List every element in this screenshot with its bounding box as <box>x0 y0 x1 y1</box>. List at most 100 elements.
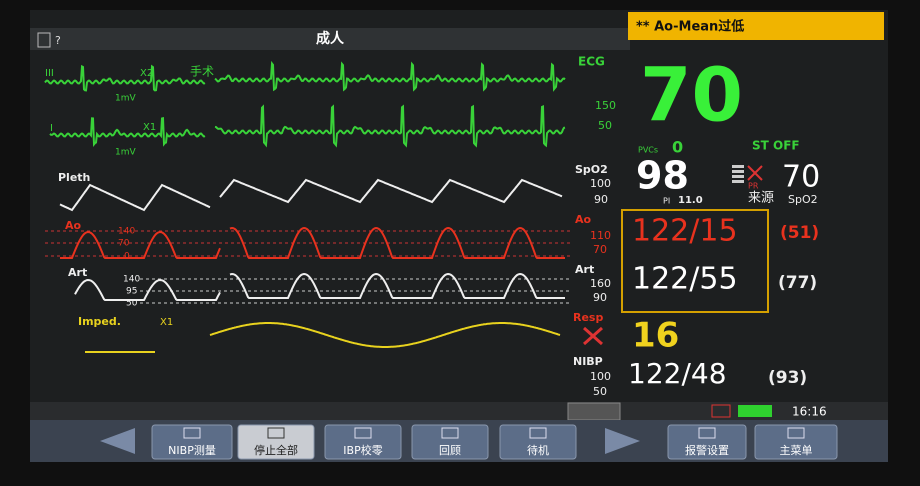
scroll-right[interactable] <box>605 428 640 454</box>
spo2-upper: 100 <box>590 177 611 190</box>
ao-mean: (51) <box>780 223 819 243</box>
menu-button[interactable] <box>667 424 747 460</box>
header-alarm: ** Ao-Mean过低 <box>636 19 744 35</box>
button-label: 待机 <box>527 443 549 457</box>
nibp-upper: 100 <box>590 370 611 383</box>
resp-wave: Imped. <box>78 315 121 328</box>
spo2-wave: Pleth <box>58 171 90 184</box>
ecg-scale2: 1mV <box>115 148 136 158</box>
resp-wave <box>209 322 561 348</box>
button-icon <box>267 427 285 439</box>
status-time: 16:16 <box>792 405 827 419</box>
ao-scale-1: 70 <box>118 239 130 249</box>
art-mean: (77) <box>778 273 817 293</box>
ecg-label1: 手术 <box>190 65 214 79</box>
ecg-name: ECG <box>578 55 605 69</box>
menu-button[interactable] <box>151 424 233 460</box>
ao-wave <box>60 230 221 259</box>
ecg-lead2: I <box>50 123 53 134</box>
menu-button[interactable] <box>754 424 838 460</box>
network-icon <box>711 404 731 418</box>
ao-lower: 70 <box>593 243 607 256</box>
art-value: 122/55 <box>632 262 738 297</box>
art-name: Art <box>575 263 594 276</box>
art-wave <box>74 278 221 301</box>
resp-name: Resp <box>573 311 603 324</box>
ibp-frame <box>621 209 769 313</box>
header-help: ? <box>55 34 61 47</box>
ecg-pvcs: 0 <box>672 138 683 157</box>
pr-bars <box>732 165 763 183</box>
ecg-wave-2 <box>214 104 566 148</box>
ecg-gain2: X1 <box>143 122 156 133</box>
spo2-pr-source: SpO2 <box>788 193 818 206</box>
ecg-st: ST OFF <box>752 139 800 153</box>
spo2-pr: 70 <box>782 160 820 195</box>
button-label: 主菜单 <box>780 444 813 457</box>
ecg-upper: 150 <box>595 99 616 112</box>
menu-button[interactable] <box>411 424 489 460</box>
button-label: 报警设置 <box>685 443 729 457</box>
menu-button[interactable] <box>324 424 402 460</box>
button-label: NIBP测量 <box>168 444 216 457</box>
battery <box>738 405 772 417</box>
spo2-pr-label: PR <box>748 182 759 191</box>
button-label: IBP校零 <box>343 443 382 457</box>
nibp-mean: (93) <box>768 368 807 388</box>
nibp-value: 122/48 <box>628 357 727 390</box>
nibp-lower: 50 <box>593 385 607 398</box>
art-scale-2: 50 <box>126 299 138 309</box>
status-bar <box>30 402 888 420</box>
button-icon <box>787 427 805 439</box>
art-wave: Art <box>68 266 87 279</box>
ao-scale-0: 140 <box>118 227 135 237</box>
button-label: 回顾 <box>439 444 461 457</box>
spo2-lower: 90 <box>594 193 608 206</box>
ecg-hr: 70 <box>640 53 743 139</box>
button-icon <box>354 427 372 439</box>
nibp-name: NIBP <box>573 355 603 368</box>
spo2-name: SpO2 <box>575 163 608 176</box>
art-scale-0: 140 <box>123 275 140 285</box>
art-upper: 160 <box>590 277 611 290</box>
header-bar <box>30 28 630 50</box>
ao-value: 122/15 <box>632 214 738 249</box>
button-icon <box>441 427 459 439</box>
ecg-lower: 50 <box>598 119 612 132</box>
ecg-wave-2 <box>49 116 206 147</box>
button-icon <box>698 427 716 439</box>
button-label: 停止全部 <box>254 443 298 457</box>
spo2-pi-label: PI <box>663 197 670 206</box>
ecg-pvcs-label: PVCs <box>638 146 658 155</box>
pleth-wave <box>59 183 211 212</box>
help-icon <box>37 32 51 48</box>
pleth-wave <box>219 178 563 204</box>
screen <box>30 10 888 462</box>
spo2-pi: 11.0 <box>678 195 703 206</box>
art-wave <box>229 272 565 299</box>
ao-wave: Ao <box>65 219 82 232</box>
ao-upper: 110 <box>590 229 611 242</box>
button-icon <box>183 427 201 439</box>
ecg-gain1: X2 <box>140 68 153 79</box>
spo2-value: 98 <box>636 154 689 198</box>
header-mode: 成人 <box>316 30 345 47</box>
alarm-box <box>628 12 884 40</box>
ecg-scale1: 1mV <box>115 94 136 104</box>
menu-button[interactable] <box>237 424 315 460</box>
button-icon <box>529 427 547 439</box>
spo2-source: 来源 <box>748 191 774 206</box>
wave-icon <box>567 402 621 421</box>
resp-alarm-off-icon <box>583 326 603 346</box>
scroll-left[interactable] <box>100 428 135 454</box>
resp-gain: X1 <box>160 317 173 328</box>
menu-button[interactable] <box>499 424 577 460</box>
art-scale-1: 95 <box>126 287 137 297</box>
resp-value: 16 <box>632 316 679 356</box>
ao-name: Ao <box>575 213 592 226</box>
art-lower: 90 <box>593 291 607 304</box>
ecg-lead1: III <box>45 68 54 79</box>
ao-wave <box>229 226 565 259</box>
